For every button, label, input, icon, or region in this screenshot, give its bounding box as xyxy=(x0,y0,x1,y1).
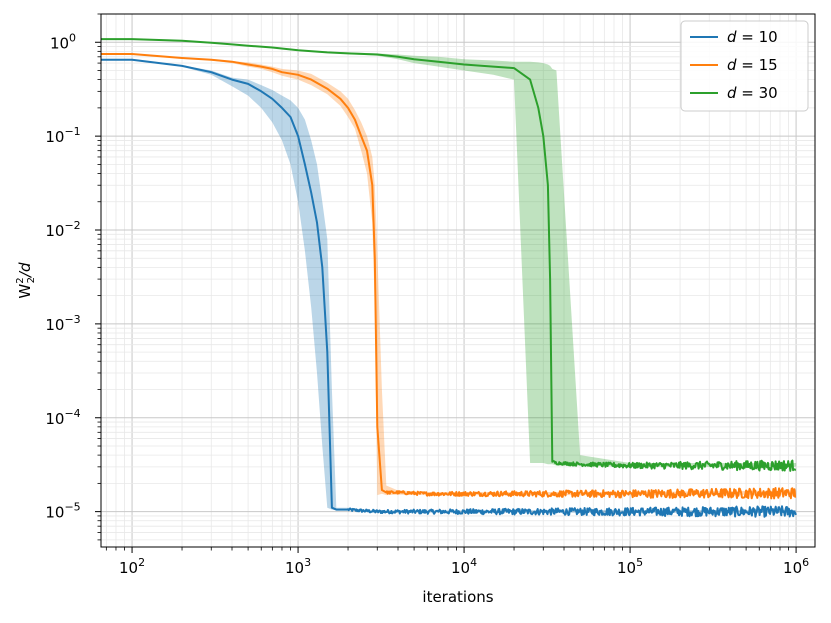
legend-label-3: d = 30 xyxy=(727,84,778,102)
legend-label-var: d xyxy=(727,56,737,74)
x-tick-label-base: 10 xyxy=(285,559,304,577)
y-tick-label: 100 xyxy=(50,31,76,52)
y-tick-label-base: 10 xyxy=(45,316,64,334)
legend-label-val: 15 xyxy=(759,56,778,74)
y-axis-label-sup: 2 xyxy=(15,277,26,283)
x-tick-label-exp: 2 xyxy=(138,556,145,569)
y-tick-label-exp: −5 xyxy=(64,501,80,514)
legend-label-eq: = xyxy=(737,84,759,102)
x-tick-label: 104 xyxy=(451,556,477,577)
legend: d = 10d = 15d = 30 xyxy=(680,20,809,112)
y-tick-label-exp: −4 xyxy=(64,407,80,420)
series-lines xyxy=(101,38,797,518)
x-tick-label-base: 10 xyxy=(617,559,636,577)
x-axis-label: iterations xyxy=(422,588,493,606)
y-tick-label-base: 10 xyxy=(50,34,69,52)
series-line-2 xyxy=(101,53,797,500)
y-tick-label: 10−5 xyxy=(45,501,80,522)
x-tick-label: 105 xyxy=(617,556,643,577)
y-tick-label-base: 10 xyxy=(45,222,64,240)
legend-label-val: 30 xyxy=(759,84,778,102)
legend-label-val: 10 xyxy=(759,28,778,46)
y-axis-label-sub: 2 xyxy=(26,277,37,283)
x-tick-label-base: 10 xyxy=(119,559,138,577)
y-axis-label-tail: /d xyxy=(16,262,34,279)
x-tick-label-base: 10 xyxy=(451,559,470,577)
legend-label-var: d xyxy=(727,28,737,46)
x-tick-label: 106 xyxy=(783,556,809,577)
y-tick-label: 10−4 xyxy=(45,407,80,428)
legend-label-var: d xyxy=(727,84,737,102)
y-axis-label-base: W xyxy=(16,284,34,299)
y-tick-label-exp: −2 xyxy=(64,219,80,232)
y-tick-label-base: 10 xyxy=(45,504,64,522)
legend-label-1: d = 10 xyxy=(727,28,778,46)
series-line-1 xyxy=(101,58,797,518)
x-tick-label-exp: 5 xyxy=(636,556,643,569)
y-tick-label-exp: 0 xyxy=(69,31,76,44)
y-tick-label-base: 10 xyxy=(45,128,64,146)
x-tick-label: 102 xyxy=(119,556,145,577)
x-tick-label-base: 10 xyxy=(783,559,802,577)
y-tick-label: 10−2 xyxy=(45,219,80,240)
y-tick-label: 10−1 xyxy=(45,125,80,146)
legend-box xyxy=(680,20,809,112)
plot-frame xyxy=(100,13,816,548)
y-tick-label-exp: −3 xyxy=(64,313,80,326)
y-tick-label-base: 10 xyxy=(45,410,64,428)
x-tick-label-exp: 3 xyxy=(304,556,311,569)
legend-label-2: d = 15 xyxy=(727,56,778,74)
y-tick-label: 10−3 xyxy=(45,313,80,334)
x-tick-label-exp: 4 xyxy=(470,556,477,569)
legend-label-eq: = xyxy=(737,28,759,46)
x-tick-label-exp: 6 xyxy=(802,556,809,569)
legend-label-eq: = xyxy=(737,56,759,74)
series-line-3 xyxy=(101,38,797,472)
x-tick-label: 103 xyxy=(285,556,311,577)
y-axis-label: W22/d xyxy=(15,262,37,299)
y-tick-label-exp: −1 xyxy=(64,125,80,138)
